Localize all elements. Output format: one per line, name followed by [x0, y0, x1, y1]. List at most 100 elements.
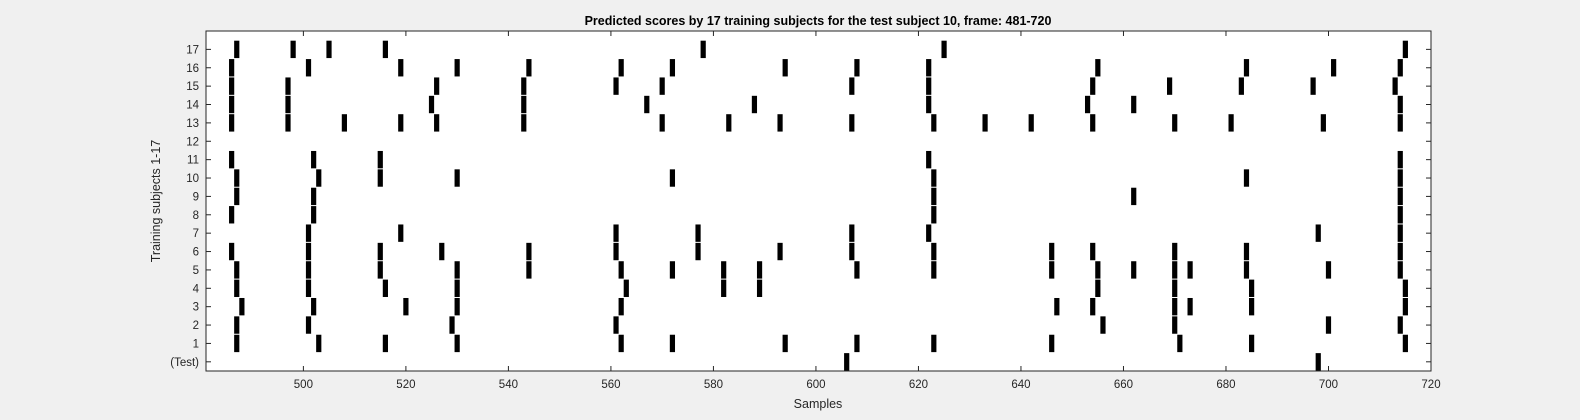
prediction-mark	[1402, 279, 1408, 297]
prediction-mark	[311, 206, 317, 224]
prediction-mark	[1187, 261, 1193, 279]
prediction-mark	[1095, 279, 1101, 297]
prediction-mark	[756, 261, 763, 279]
prediction-mark	[229, 242, 235, 261]
prediction-mark	[931, 187, 937, 206]
y-tick-label: (Test)	[170, 357, 199, 369]
prediction-mark	[1095, 261, 1101, 279]
y-tick-label: 1	[193, 338, 199, 350]
prediction-mark	[377, 169, 383, 187]
prediction-mark	[1243, 242, 1250, 261]
prediction-mark	[305, 224, 312, 242]
prediction-mark	[229, 59, 235, 77]
prediction-mark	[305, 59, 312, 77]
prediction-mark	[1172, 114, 1178, 132]
x-tick-label: 500	[294, 379, 313, 391]
prediction-mark	[1228, 114, 1234, 132]
prediction-mark	[305, 261, 312, 279]
prediction-mark	[1402, 334, 1408, 353]
prediction-mark	[782, 334, 788, 353]
prediction-mark	[311, 150, 317, 169]
prediction-mark	[1238, 77, 1244, 95]
prediction-mark	[1331, 59, 1337, 77]
y-axis-label: Training subjects 1-17	[149, 140, 163, 263]
prediction-mark	[229, 114, 235, 132]
prediction-mark	[926, 224, 932, 242]
prediction-mark	[1397, 150, 1403, 169]
x-tick-label: 600	[806, 379, 825, 391]
x-tick-label: 700	[1319, 379, 1338, 391]
x-tick-label: 620	[909, 379, 928, 391]
prediction-mark	[428, 95, 435, 114]
prediction-mark	[931, 261, 937, 279]
y-tick-label: 7	[193, 228, 199, 240]
prediction-mark	[931, 114, 937, 132]
prediction-mark	[1397, 316, 1403, 334]
prediction-mark	[659, 114, 665, 132]
prediction-mark	[449, 316, 455, 334]
prediction-mark	[849, 242, 855, 261]
prediction-mark	[454, 334, 460, 353]
prediction-mark	[931, 334, 937, 353]
prediction-mark	[669, 261, 676, 279]
prediction-mark	[305, 316, 312, 334]
prediction-mark	[1392, 77, 1398, 95]
prediction-mark	[234, 279, 240, 297]
prediction-mark	[623, 279, 629, 297]
prediction-mark	[1402, 297, 1408, 316]
y-tick-label: 5	[193, 265, 199, 277]
prediction-mark	[756, 279, 763, 297]
prediction-mark	[700, 40, 706, 59]
y-tick-label: 15	[186, 81, 199, 93]
prediction-mark	[1049, 261, 1055, 279]
prediction-mark	[234, 261, 240, 279]
prediction-mark	[326, 40, 332, 59]
x-tick-label: 660	[1114, 379, 1133, 391]
prediction-mark	[454, 297, 460, 316]
x-tick-label: 680	[1216, 379, 1235, 391]
prediction-mark	[439, 242, 445, 261]
prediction-mark	[1397, 206, 1403, 224]
prediction-mark	[1243, 59, 1250, 77]
prediction-mark	[1310, 77, 1316, 95]
prediction-mark	[434, 114, 440, 132]
prediction-mark	[305, 279, 312, 297]
prediction-mark	[316, 334, 322, 353]
prediction-mark	[377, 150, 383, 169]
prediction-mark	[1249, 334, 1255, 353]
prediction-mark	[782, 59, 788, 77]
prediction-mark	[849, 77, 855, 95]
prediction-mark	[854, 334, 860, 353]
prediction-mark	[1177, 334, 1183, 353]
y-tick-label: 4	[193, 283, 200, 295]
y-tick-label: 6	[193, 247, 199, 259]
prediction-mark	[1397, 224, 1403, 242]
prediction-mark	[854, 59, 860, 77]
prediction-mark	[398, 114, 404, 132]
prediction-mark	[1049, 334, 1055, 353]
prediction-mark	[234, 187, 240, 206]
prediction-mark	[931, 242, 937, 261]
prediction-mark	[1320, 114, 1326, 132]
prediction-mark	[659, 77, 665, 95]
prediction-mark	[613, 316, 619, 334]
prediction-mark	[521, 77, 527, 95]
y-tick-label: 3	[193, 302, 199, 314]
prediction-mark	[669, 59, 676, 77]
axes-box	[205, 30, 1432, 372]
prediction-mark	[1172, 242, 1178, 261]
prediction-mark	[1397, 59, 1403, 77]
prediction-mark	[931, 169, 937, 187]
prediction-mark	[398, 59, 404, 77]
prediction-mark	[398, 224, 404, 242]
prediction-mark	[341, 114, 347, 132]
prediction-mark	[1090, 242, 1096, 261]
prediction-mark	[403, 297, 409, 316]
prediction-mark	[613, 224, 619, 242]
prediction-mark	[526, 59, 532, 77]
prediction-mark	[1090, 114, 1096, 132]
prediction-mark	[1172, 316, 1178, 334]
prediction-mark	[229, 150, 235, 169]
prediction-mark	[854, 261, 860, 279]
